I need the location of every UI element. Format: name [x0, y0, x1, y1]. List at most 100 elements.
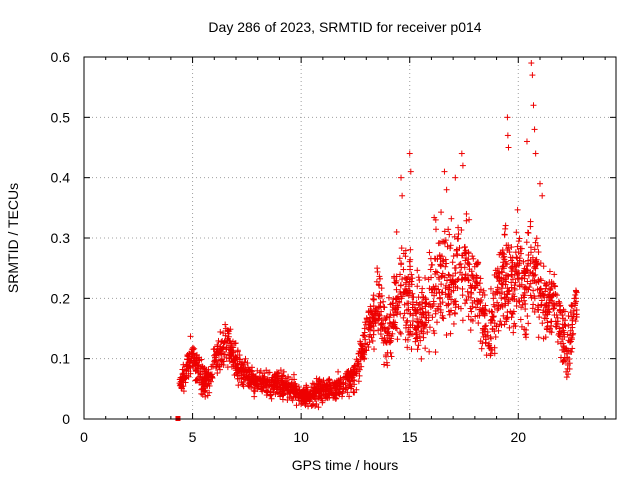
data-point [503, 315, 510, 322]
data-point [386, 332, 393, 339]
data-point [289, 384, 296, 391]
data-point [543, 315, 550, 322]
data-point [532, 239, 539, 246]
data-point [464, 259, 471, 266]
data-point [407, 246, 414, 253]
data-point [446, 292, 453, 299]
data-point [561, 321, 568, 328]
data-point [501, 231, 508, 238]
data-point-spike [406, 150, 413, 157]
data-point [524, 278, 531, 285]
data-point [500, 274, 507, 281]
data-point [351, 389, 358, 396]
data-point [490, 295, 497, 302]
data-point [498, 285, 505, 292]
data-point [461, 264, 468, 271]
data-point [346, 393, 353, 400]
data-point [459, 275, 466, 282]
data-point [240, 383, 247, 390]
data-point [426, 348, 433, 355]
data-point [405, 274, 412, 281]
data-point [220, 340, 227, 347]
data-point-spike [432, 216, 439, 223]
data-point [366, 339, 373, 346]
data-point [442, 263, 449, 270]
data-point [532, 271, 539, 278]
data-point [400, 314, 407, 321]
data-point [530, 272, 537, 279]
data-point-spike [398, 174, 405, 181]
y-tick-label: 0.1 [51, 351, 71, 367]
data-point [498, 295, 505, 302]
data-point [472, 304, 479, 311]
data-point [375, 293, 382, 300]
data-point [489, 309, 496, 316]
data-point [314, 380, 321, 387]
data-point [372, 317, 379, 324]
data-point [299, 389, 306, 396]
data-point [378, 285, 385, 292]
data-point [562, 323, 569, 330]
data-point [390, 312, 397, 319]
data-point [228, 344, 235, 351]
data-point [335, 390, 342, 397]
data-point [363, 316, 370, 323]
data-point [410, 294, 417, 301]
data-point [326, 382, 333, 389]
data-point [565, 337, 572, 344]
data-point [499, 263, 506, 270]
data-point [523, 239, 530, 246]
data-point [200, 383, 207, 390]
data-point [424, 329, 431, 336]
data-point-spike [539, 192, 546, 199]
data-point [262, 378, 269, 385]
data-point [505, 273, 512, 280]
data-point [433, 226, 440, 233]
data-point [518, 323, 525, 330]
data-point [272, 377, 279, 384]
data-point [442, 282, 449, 289]
data-point [468, 308, 475, 315]
data-point [223, 354, 230, 361]
tick-labels: 0 5 10 15 20 0 0.1 0.2 0.3 0.4 0.5 0.6 [51, 49, 527, 445]
data-point [568, 334, 575, 341]
data-point [463, 296, 470, 303]
data-point [430, 300, 437, 307]
data-point [279, 373, 286, 380]
data-point [459, 285, 466, 292]
data-point [204, 370, 211, 377]
data-point [397, 271, 404, 278]
data-point [462, 249, 469, 256]
data-point [292, 383, 299, 390]
data-point [468, 284, 475, 291]
data-point [573, 313, 580, 320]
data-point [449, 259, 456, 266]
data-point [497, 318, 504, 325]
data-point [407, 328, 414, 335]
data-point [551, 271, 558, 278]
data-point [521, 289, 528, 296]
data-point [447, 276, 454, 283]
data-point [525, 320, 532, 327]
data-point [408, 331, 415, 338]
data-point [196, 373, 203, 380]
data-point [512, 249, 519, 256]
data-point [507, 254, 514, 261]
data-point [365, 343, 372, 350]
data-point [405, 306, 412, 313]
data-point [477, 299, 484, 306]
data-point [511, 282, 518, 289]
data-point [481, 310, 488, 317]
y-tick-label: 0.2 [51, 290, 71, 306]
data-point [516, 235, 523, 242]
data-point [509, 259, 516, 266]
data-point-spike [504, 132, 511, 139]
data-point [202, 387, 209, 394]
data-point [543, 283, 550, 290]
data-point [322, 388, 329, 395]
data-point [229, 338, 236, 345]
data-point [508, 294, 515, 301]
data-point [548, 329, 555, 336]
data-point [518, 295, 525, 302]
data-point [535, 334, 542, 341]
